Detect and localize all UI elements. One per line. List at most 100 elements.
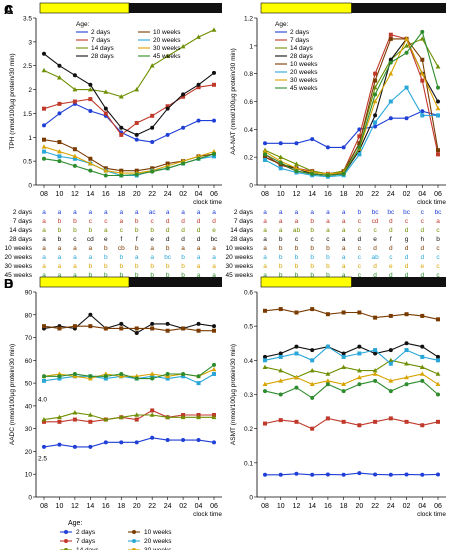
- data-point: [373, 419, 378, 424]
- letter-cell: b: [295, 263, 299, 270]
- data-point: [341, 310, 346, 315]
- data-point: [103, 376, 108, 381]
- data-point: [72, 73, 77, 78]
- data-point: [341, 171, 346, 176]
- letter-cell: c: [405, 218, 409, 225]
- letter-cell: c: [389, 254, 393, 261]
- series-line: [44, 364, 215, 380]
- letter-cell: bc: [435, 209, 443, 216]
- x-tick-label: 16: [324, 191, 332, 198]
- data-point: [436, 99, 440, 104]
- letter-cell: c: [358, 218, 362, 225]
- letter-cell: a: [295, 209, 299, 216]
- data-point: [436, 419, 440, 424]
- dark-phase-bar: [351, 277, 446, 287]
- x-tick-label: 18: [117, 191, 125, 198]
- x-tick-label: 08: [261, 191, 269, 198]
- letter-cell: a: [119, 209, 123, 216]
- data-point: [181, 372, 186, 376]
- data-point: [388, 313, 393, 318]
- data-point: [263, 354, 267, 359]
- data-point: [419, 71, 425, 76]
- series-line: [43, 314, 215, 334]
- data-point: [278, 160, 283, 165]
- legend-label: 28 days: [91, 53, 115, 60]
- legend-label: 14 days: [76, 547, 100, 550]
- y-tick-label: 0: [249, 183, 253, 190]
- data-point: [404, 382, 409, 387]
- panel-letter: B: [4, 276, 13, 291]
- letter-cell: e: [373, 236, 377, 243]
- letter-cell: a: [58, 254, 62, 261]
- data-point: [278, 378, 284, 383]
- letter-cell: ab: [371, 254, 379, 261]
- letter-cell: b: [119, 272, 123, 279]
- letter-cell: f: [390, 236, 392, 243]
- y-tick-label: 2: [28, 87, 32, 94]
- data-point: [404, 116, 409, 121]
- data-point: [134, 172, 139, 177]
- data-point: [325, 378, 331, 383]
- letter-cell: c: [436, 272, 440, 279]
- letter-cell: a: [73, 254, 77, 261]
- data-point: [134, 440, 139, 445]
- data-point: [404, 472, 409, 477]
- legend-marker: [64, 530, 68, 534]
- letter-cell: a: [73, 272, 77, 279]
- panel-letter: C: [4, 2, 14, 17]
- data-point: [212, 154, 216, 159]
- data-point: [278, 392, 283, 397]
- data-point: [388, 116, 393, 121]
- data-point: [388, 57, 393, 62]
- data-point: [134, 326, 139, 331]
- letter-row-label: 14 days: [9, 227, 33, 234]
- data-point: [436, 152, 440, 157]
- data-point: [341, 351, 346, 356]
- series-line: [43, 29, 215, 98]
- letter-row-label: 20 weeks: [226, 254, 254, 261]
- letter-cell: a: [150, 254, 154, 261]
- data-point: [42, 378, 46, 383]
- letter-cell: c: [373, 227, 377, 234]
- x-tick-label: 24: [164, 503, 172, 510]
- panel-a: A 0 0.5 1 1.5 2 2.5 3 3.5 08 10 12 14 16 18 20 22 24 02 04 0…: [4, 2, 222, 279]
- data-point: [294, 385, 299, 390]
- data-point: [57, 75, 62, 80]
- data-point: [57, 419, 62, 424]
- data-point: [341, 364, 347, 369]
- letter-cell: g: [405, 236, 409, 243]
- data-point: [309, 381, 315, 387]
- data-point: [119, 321, 124, 326]
- data-point: [57, 414, 62, 420]
- data-point: [72, 153, 78, 159]
- legend-marker: [64, 539, 68, 543]
- data-point: [404, 36, 409, 41]
- data-point: [88, 444, 93, 449]
- letter-cell: d: [166, 227, 170, 234]
- data-point: [341, 381, 347, 387]
- y-tick-label: 0.2: [244, 426, 253, 433]
- letter-cell: a: [89, 209, 93, 216]
- letter-cell: a: [263, 263, 267, 270]
- y-axis-label: ASMT (nmol/100µg protein/30 min): [230, 344, 237, 445]
- letter-cell: cd: [87, 236, 94, 243]
- letter-cell: b: [181, 272, 185, 279]
- y-tick-label: 0.1: [244, 460, 253, 467]
- data-point: [119, 173, 124, 178]
- data-point: [41, 67, 47, 73]
- data-point: [57, 63, 62, 68]
- data-point: [118, 414, 124, 420]
- data-point: [134, 120, 139, 125]
- letter-cell: a: [263, 254, 267, 261]
- letter-cell: b: [89, 263, 93, 270]
- x-tick-label: 14: [86, 503, 94, 510]
- data-point: [325, 312, 330, 317]
- data-point: [420, 313, 425, 318]
- letter-cell: b: [279, 272, 283, 279]
- series-line: [264, 380, 439, 399]
- letter-cell: a: [58, 209, 62, 216]
- letter-cell: a: [42, 272, 46, 279]
- data-point: [41, 144, 47, 149]
- dark-phase-bar: [129, 3, 222, 13]
- letter-cell: b: [326, 254, 330, 261]
